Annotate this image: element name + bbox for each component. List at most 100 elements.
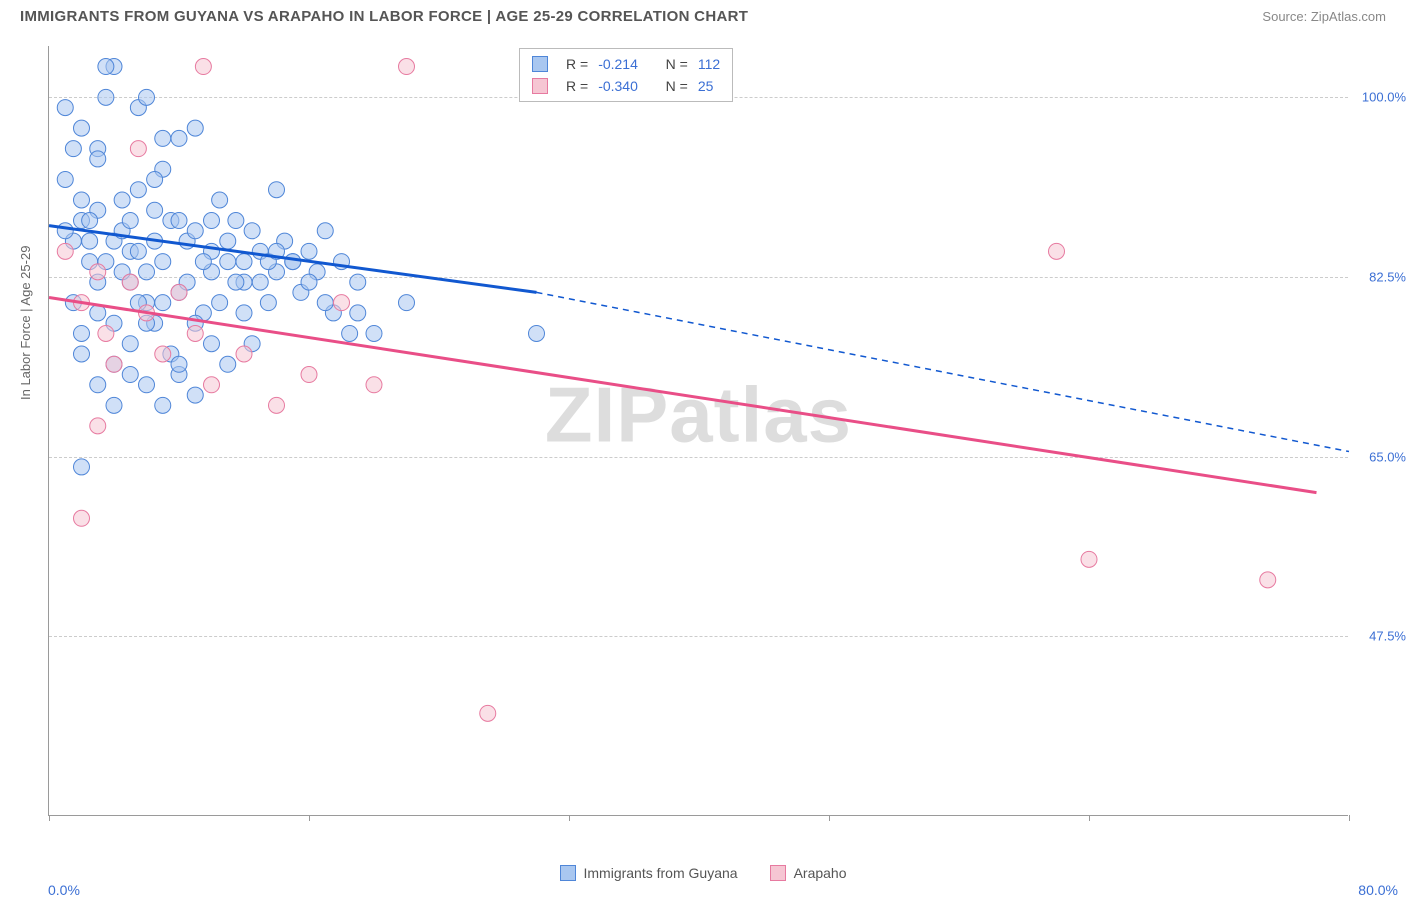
data-point — [1049, 243, 1065, 259]
correlation-legend: R = -0.214 N = 112R = -0.340 N = 25 — [519, 48, 733, 102]
data-point — [57, 243, 73, 259]
n-value: 25 — [698, 75, 714, 97]
data-point — [317, 295, 333, 311]
legend-swatch — [770, 865, 786, 881]
y-tick-label: 65.0% — [1369, 449, 1406, 464]
data-point — [155, 346, 171, 362]
x-tick-mark — [1349, 815, 1350, 821]
data-point — [90, 264, 106, 280]
x-tick-mark — [1089, 815, 1090, 821]
header: IMMIGRANTS FROM GUYANA VS ARAPAHO IN LAB… — [0, 0, 1406, 29]
legend-label: Immigrants from Guyana — [584, 865, 738, 881]
data-point — [366, 325, 382, 341]
data-point — [147, 202, 163, 218]
trend-line — [49, 298, 1317, 493]
data-point — [155, 130, 171, 146]
data-point — [74, 346, 90, 362]
r-value: -0.340 — [598, 75, 638, 97]
x-tick-mark — [829, 815, 830, 821]
data-point — [228, 274, 244, 290]
data-point — [57, 100, 73, 116]
data-point — [90, 377, 106, 393]
data-point — [130, 182, 146, 198]
data-point — [139, 377, 155, 393]
data-point — [220, 254, 236, 270]
data-point — [529, 325, 545, 341]
data-point — [187, 223, 203, 239]
data-point — [195, 59, 211, 75]
data-point — [187, 387, 203, 403]
legend-item: Arapaho — [770, 865, 847, 881]
data-point — [106, 356, 122, 372]
data-point — [122, 213, 138, 229]
data-point — [285, 254, 301, 270]
data-point — [195, 254, 211, 270]
data-point — [317, 223, 333, 239]
data-point — [74, 459, 90, 475]
data-point — [106, 397, 122, 413]
data-point — [74, 325, 90, 341]
data-point — [122, 367, 138, 383]
data-point — [236, 346, 252, 362]
data-point — [65, 141, 81, 157]
r-label: R = — [566, 53, 588, 75]
source: Source: ZipAtlas.com — [1262, 9, 1386, 24]
data-point — [350, 305, 366, 321]
data-point — [98, 59, 114, 75]
legend-item: Immigrants from Guyana — [560, 865, 738, 881]
data-point — [74, 510, 90, 526]
y-axis-label: In Labor Force | Age 25-29 — [18, 246, 33, 400]
r-value: -0.214 — [598, 53, 638, 75]
data-point — [90, 151, 106, 167]
data-point — [122, 336, 138, 352]
trend-line-extension — [537, 292, 1350, 451]
data-point — [204, 213, 220, 229]
data-point — [155, 397, 171, 413]
legend-label: Arapaho — [794, 865, 847, 881]
data-point — [204, 377, 220, 393]
data-point — [236, 305, 252, 321]
data-point — [171, 284, 187, 300]
y-tick-label: 82.5% — [1369, 270, 1406, 285]
x-tick-mark — [49, 815, 50, 821]
n-value: 112 — [698, 53, 720, 75]
data-point — [187, 325, 203, 341]
data-point — [334, 295, 350, 311]
data-point — [350, 274, 366, 290]
data-point — [147, 171, 163, 187]
data-point — [220, 233, 236, 249]
legend-swatch — [560, 865, 576, 881]
data-point — [236, 254, 252, 270]
data-point — [228, 213, 244, 229]
data-point — [130, 243, 146, 259]
y-tick-label: 100.0% — [1362, 90, 1406, 105]
x-tick-mark — [569, 815, 570, 821]
data-point — [301, 274, 317, 290]
data-point — [187, 120, 203, 136]
data-point — [171, 130, 187, 146]
x-tick-mark — [309, 815, 310, 821]
data-point — [82, 213, 98, 229]
data-point — [260, 295, 276, 311]
data-point — [82, 233, 98, 249]
data-point — [122, 274, 138, 290]
x-min-label: 0.0% — [48, 882, 80, 898]
data-point — [220, 356, 236, 372]
r-label: R = — [566, 75, 588, 97]
legend-swatch — [532, 78, 548, 94]
data-point — [57, 171, 73, 187]
data-point — [98, 89, 114, 105]
data-point — [399, 59, 415, 75]
correlation-row: R = -0.340 N = 25 — [532, 75, 720, 97]
data-point — [155, 254, 171, 270]
data-point — [342, 325, 358, 341]
data-point — [212, 192, 228, 208]
x-max-label: 80.0% — [1358, 882, 1398, 898]
data-point — [301, 243, 317, 259]
data-point — [130, 141, 146, 157]
series-legend: Immigrants from Guyana Arapaho — [0, 865, 1406, 884]
n-label: N = — [666, 75, 688, 97]
source-label: Source: — [1262, 9, 1307, 24]
data-point — [252, 274, 268, 290]
data-point — [1260, 572, 1276, 588]
